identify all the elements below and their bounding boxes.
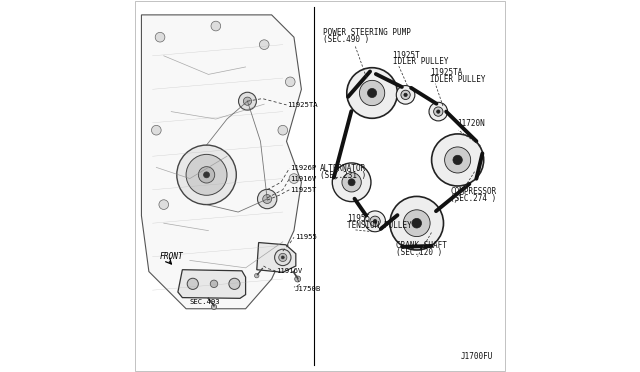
Text: 11916V: 11916V	[276, 268, 302, 274]
Text: COMPRESSOR: COMPRESSOR	[450, 187, 497, 196]
Circle shape	[211, 21, 221, 31]
Text: 11955: 11955	[347, 214, 370, 223]
Circle shape	[156, 32, 165, 42]
Circle shape	[186, 154, 227, 195]
Text: 11925TA: 11925TA	[287, 102, 318, 108]
Circle shape	[434, 107, 443, 116]
Text: (SEC.120 ): (SEC.120 )	[396, 248, 442, 257]
Text: FRONT: FRONT	[159, 252, 183, 261]
Circle shape	[278, 125, 287, 135]
Circle shape	[257, 189, 277, 209]
Text: 11720N: 11720N	[457, 119, 484, 128]
Circle shape	[285, 77, 295, 87]
Circle shape	[198, 167, 215, 183]
Circle shape	[412, 218, 422, 228]
Circle shape	[152, 125, 161, 135]
Text: (SEC.231 ): (SEC.231 )	[320, 171, 366, 180]
Circle shape	[177, 145, 236, 205]
Text: 11925T: 11925T	[291, 187, 317, 193]
Text: J1750B: J1750B	[294, 286, 321, 292]
Polygon shape	[141, 15, 301, 309]
Circle shape	[403, 210, 430, 237]
Circle shape	[204, 172, 209, 178]
Circle shape	[278, 253, 287, 262]
Circle shape	[255, 273, 259, 278]
Circle shape	[259, 40, 269, 49]
Text: J1700FU: J1700FU	[461, 352, 493, 361]
Circle shape	[360, 80, 385, 106]
Polygon shape	[257, 243, 296, 272]
Text: SEC.493: SEC.493	[189, 299, 220, 305]
Circle shape	[230, 274, 239, 284]
Text: 11916V: 11916V	[291, 176, 317, 182]
Circle shape	[262, 195, 271, 203]
Text: 11955: 11955	[294, 234, 317, 240]
Circle shape	[239, 92, 257, 110]
Circle shape	[159, 200, 168, 209]
Circle shape	[373, 219, 377, 223]
Text: IDLER PULLEY: IDLER PULLEY	[430, 75, 486, 84]
Circle shape	[348, 179, 355, 186]
Text: 11925T: 11925T	[392, 51, 420, 60]
Circle shape	[453, 155, 462, 165]
Circle shape	[275, 249, 291, 266]
Circle shape	[347, 68, 397, 118]
Text: ALTERNATOR: ALTERNATOR	[320, 164, 366, 173]
Text: TENSION PULLEY: TENSION PULLEY	[347, 221, 412, 230]
Circle shape	[390, 196, 444, 250]
Circle shape	[370, 216, 380, 227]
Circle shape	[367, 89, 376, 97]
Circle shape	[282, 256, 284, 259]
Circle shape	[342, 173, 362, 192]
Circle shape	[229, 278, 240, 289]
Text: 11925TA: 11925TA	[430, 68, 463, 77]
Circle shape	[404, 93, 407, 97]
Circle shape	[187, 278, 198, 289]
Circle shape	[401, 90, 410, 100]
Circle shape	[332, 163, 371, 202]
Circle shape	[294, 276, 301, 282]
Circle shape	[211, 280, 218, 288]
Circle shape	[445, 147, 470, 173]
Text: (SEC.490 ): (SEC.490 )	[323, 35, 369, 44]
Text: (SEC.274 ): (SEC.274 )	[450, 194, 497, 203]
Circle shape	[431, 134, 484, 186]
Circle shape	[429, 102, 447, 121]
Circle shape	[436, 110, 440, 113]
Text: POWER STEERING PUMP: POWER STEERING PUMP	[323, 28, 411, 37]
Text: 11926P: 11926P	[291, 165, 317, 171]
Text: IDLER PULLEY: IDLER PULLEY	[392, 57, 448, 66]
Circle shape	[396, 86, 415, 104]
Circle shape	[365, 211, 385, 232]
Circle shape	[289, 174, 299, 183]
Polygon shape	[178, 270, 246, 298]
Circle shape	[211, 304, 216, 310]
Text: CRANK SHAFT: CRANK SHAFT	[396, 241, 447, 250]
Circle shape	[243, 97, 252, 105]
